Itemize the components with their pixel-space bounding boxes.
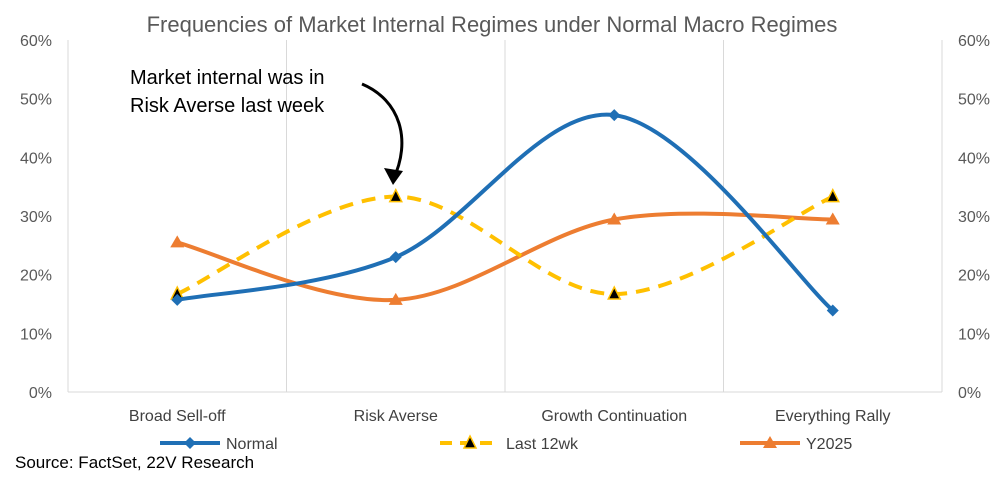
y-tick-right: 30% [958, 209, 990, 226]
y-tick-left: 60% [20, 33, 52, 50]
annotation-line-2: Risk Averse last week [130, 95, 325, 117]
series-normal [171, 109, 839, 317]
data-point [825, 212, 840, 225]
legend-label: Last 12wk [506, 436, 579, 453]
y-tick-right: 10% [958, 326, 990, 343]
source-note: Source: FactSet, 22V Research [15, 453, 254, 472]
y-tick-right: 20% [958, 268, 990, 285]
legend-swatch-marker [763, 436, 777, 448]
data-point [171, 293, 184, 306]
annotation: Market internal was in Risk Averse last … [130, 67, 404, 185]
annotation-arrowhead [384, 168, 403, 185]
y-axis-right: 0% 10% 20% 30% 40% 50% 60% [958, 33, 990, 402]
y-tick-right: 50% [958, 92, 990, 109]
x-tick-label: Broad Sell-off [129, 408, 226, 425]
data-point [388, 292, 403, 305]
y-tick-right: 0% [958, 385, 981, 402]
data-point [825, 187, 840, 203]
series-y2025 [170, 211, 840, 305]
data-point [607, 285, 622, 300]
y-tick-left: 20% [20, 268, 52, 285]
legend-label: Normal [226, 436, 278, 453]
annotation-line-1: Market internal was in [130, 67, 325, 89]
data-point [389, 251, 402, 264]
legend-swatch-marker [462, 434, 478, 449]
y-tick-left: 40% [20, 150, 52, 167]
series-line [175, 112, 835, 313]
annotation-arrow [361, 82, 404, 181]
y-tick-left: 30% [20, 209, 52, 226]
x-axis-categories: Broad Sell-off Risk Averse Growth Continua… [129, 408, 891, 425]
legend-item: Y2025 [740, 436, 852, 453]
data-point [170, 235, 185, 248]
legend-label: Y2025 [806, 436, 852, 453]
y-tick-left: 50% [20, 92, 52, 109]
data-point [826, 304, 839, 317]
data-point [388, 187, 403, 203]
legend: Normal Last 12wk Y2025 [160, 434, 852, 453]
data-point [607, 212, 622, 225]
y-axis-left: 0% 10% 20% 30% 40% 50% 60% [20, 33, 52, 402]
category-gridlines [67, 40, 943, 392]
series-line [175, 211, 835, 302]
legend-item: Normal [160, 436, 278, 453]
y-tick-right: 60% [958, 33, 990, 50]
chart-title: Frequencies of Market Internal Regimes u… [147, 12, 838, 37]
legend-swatch-marker [184, 437, 196, 449]
y-tick-left: 0% [29, 385, 52, 402]
data-point [608, 109, 621, 122]
legend-item: Last 12wk [440, 434, 579, 453]
x-tick-label: Risk Averse [354, 408, 438, 425]
y-tick-right: 40% [958, 150, 990, 167]
y-tick-left: 10% [20, 326, 52, 343]
x-tick-label: Everything Rally [775, 408, 891, 425]
series-layer [170, 109, 840, 317]
x-tick-label: Growth Continuation [541, 408, 687, 425]
